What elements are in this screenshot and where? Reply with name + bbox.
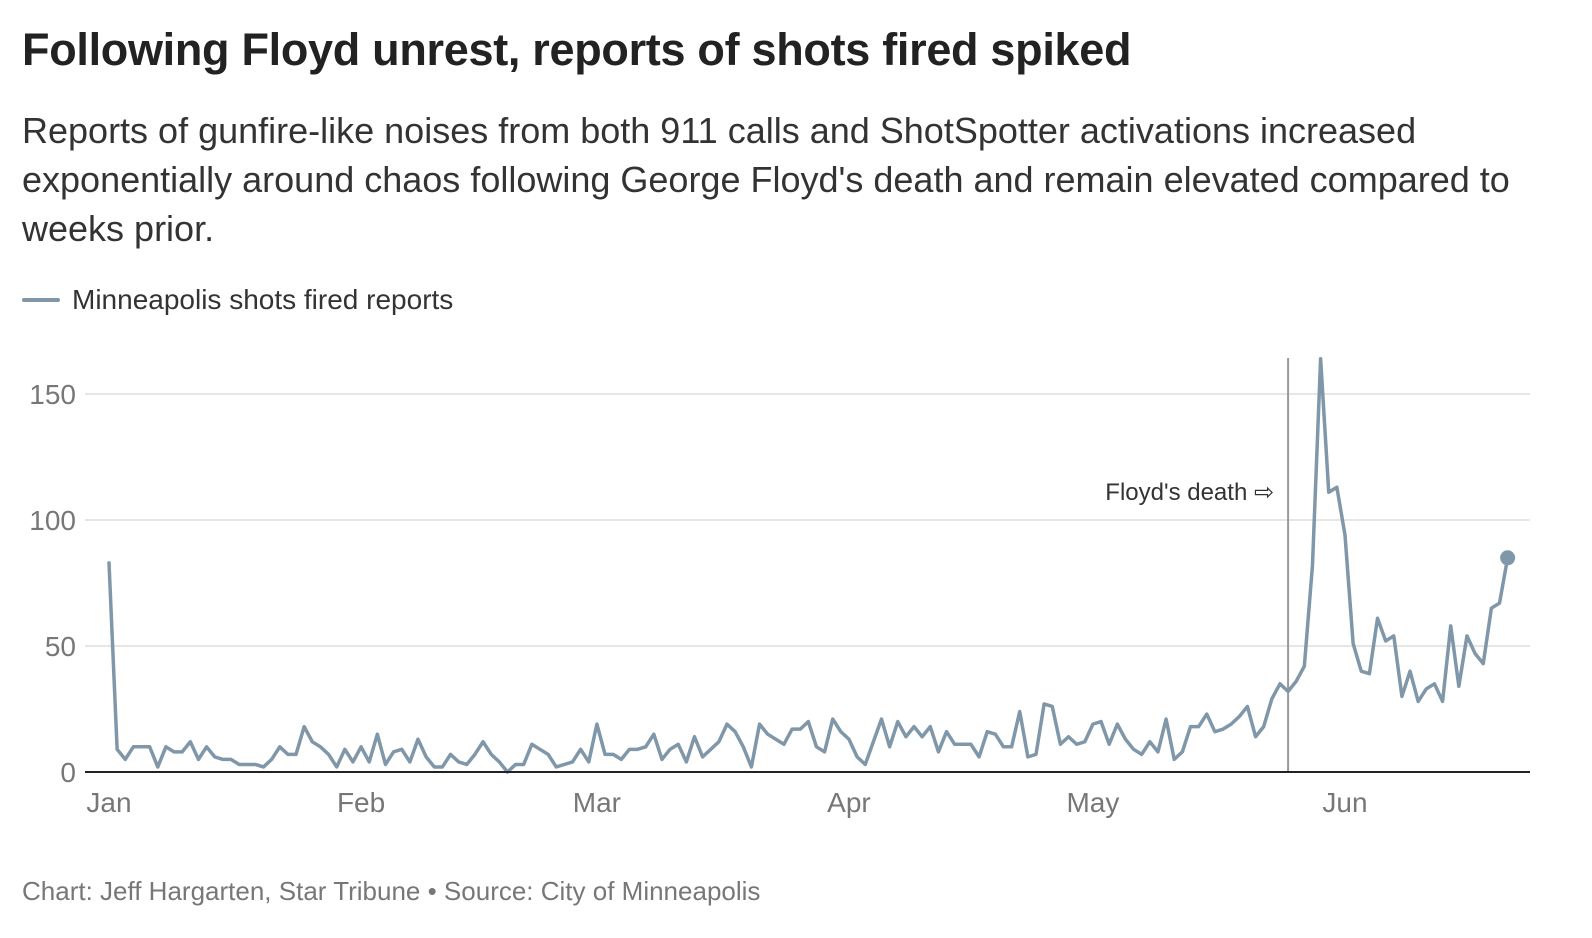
legend: Minneapolis shots fired reports [22, 282, 453, 318]
x-tick-label: Feb [337, 787, 385, 818]
end-point-marker [1500, 550, 1516, 566]
x-tick-label: Apr [827, 787, 871, 818]
legend-label: Minneapolis shots fired reports [72, 284, 454, 315]
legend-swatch [22, 298, 60, 302]
y-tick-label: 100 [29, 505, 76, 536]
y-tick-label: 50 [45, 631, 76, 662]
y-tick-label: 150 [29, 379, 76, 410]
series-line [107, 356, 1510, 774]
y-tick-label: 0 [60, 757, 76, 788]
chart-title: Following Floyd unrest, reports of shots… [22, 24, 1132, 75]
x-tick-label: Jan [86, 787, 131, 818]
x-tick-label: Mar [573, 787, 621, 818]
line-chart: 0 50 100 150 Jan Feb Mar Apr May Jun Floyd's death… [29, 356, 1530, 818]
x-tick-label: Jun [1322, 787, 1367, 818]
annotation-label: Floyd's death ⇨ [1105, 479, 1274, 506]
chart-credit: Chart: Jeff Hargarten, Star Tribune • So… [22, 876, 761, 906]
x-tick-label: May [1066, 787, 1119, 818]
chart-subtitle: Reports of gunfire-like noises from both… [22, 110, 1510, 249]
